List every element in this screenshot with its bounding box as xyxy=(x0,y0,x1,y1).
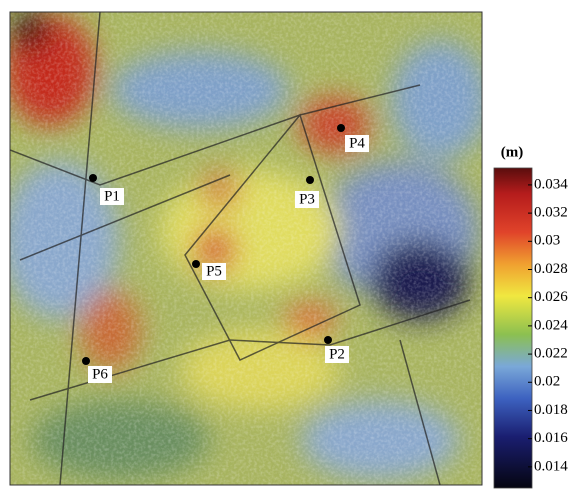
colorbar-tick-label: 0.024 xyxy=(534,317,568,333)
colorbar-tick-label: 0.022 xyxy=(534,346,568,362)
colorbar-tick-label: 0.032 xyxy=(534,205,568,221)
point-label: P6 xyxy=(92,366,108,382)
colorbar-tick-label: 0.028 xyxy=(534,261,568,277)
point-marker xyxy=(82,357,90,365)
displacement-map xyxy=(0,10,490,485)
colorbar-tick-label: 0.014 xyxy=(534,458,568,474)
colorbar-tick-label: 0.016 xyxy=(534,430,568,446)
colorbar-tick-label: 0.034 xyxy=(534,176,568,192)
colorbar-unit: (m) xyxy=(501,144,524,160)
point-marker xyxy=(89,174,97,182)
point-marker xyxy=(306,176,314,184)
point-label: P4 xyxy=(349,135,365,151)
point-marker xyxy=(192,260,200,268)
point-label: P5 xyxy=(206,263,222,279)
colorbar-tick-label: 0.026 xyxy=(534,289,568,305)
colorbar-tick-label: 0.018 xyxy=(534,402,568,418)
point-label: P3 xyxy=(299,191,315,207)
colorbar xyxy=(494,168,532,488)
figure: P1 P2 P3 P4 P5 P6 (m) 0.034 0.032 0.03 0.02… xyxy=(0,0,585,493)
point-marker xyxy=(337,124,345,132)
colorbar-tick-label: 0.03 xyxy=(534,233,560,249)
point-label: P2 xyxy=(329,346,345,362)
point-label: P1 xyxy=(104,188,120,204)
colorbar-tick-label: 0.02 xyxy=(534,374,560,390)
point-marker xyxy=(324,336,332,344)
